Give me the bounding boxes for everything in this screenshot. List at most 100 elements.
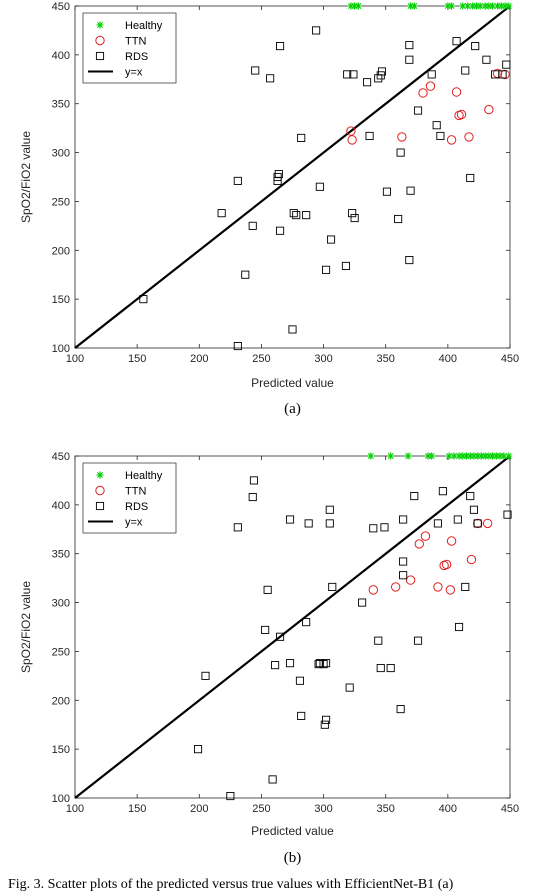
y-tick-label: 400 [52,500,70,512]
rds-point [471,42,480,51]
ttn-point [451,87,462,97]
rds-point [502,60,511,69]
rds-point [382,187,392,196]
ttn-point [472,518,483,529]
ttn-point [346,126,356,136]
rds-point [396,148,405,157]
healthy-point [493,2,502,10]
rds-point [322,265,331,274]
healthy-point [455,452,463,460]
rds-point [266,74,275,83]
rds-point [436,131,445,141]
rds-point [405,41,414,50]
healthy-point [485,452,493,460]
rds-point [341,261,350,270]
rds-point [369,524,378,533]
rds-point [276,42,285,51]
rds-point [276,226,285,235]
healthy-point [447,2,456,10]
rds-point [405,256,414,265]
rds-point [248,221,257,230]
healthy-point [351,2,359,10]
ttn-point [418,88,428,98]
rds-point [251,66,260,75]
ttn-point [484,104,494,115]
healthy-point [489,452,497,460]
rds-point [263,585,272,594]
healthy-point [505,452,513,460]
x-tick-label: 200 [190,353,208,365]
x-tick-label: 250 [252,803,270,815]
ttn-point [446,135,457,145]
rds-point [405,55,414,64]
rds-point [139,295,148,304]
rds-point [285,515,295,524]
ttn-point [405,575,416,585]
y-tick-label: 300 [52,598,70,610]
healthy-point [505,2,513,10]
rds-point [249,476,259,485]
legend-label: y=x [125,67,143,79]
x-tick-label: 300 [314,803,332,815]
healthy-point [481,452,489,460]
ttn-point [347,135,357,145]
rds-point [274,170,283,179]
rds-point [304,519,313,528]
legend-label: RDS [125,51,148,63]
rds-point [427,70,436,79]
healthy-point [424,452,432,460]
y-tick-label: 200 [52,245,70,257]
series-healthy [367,452,513,460]
healthy-point [469,2,477,10]
healthy-point [485,2,493,10]
rds-point [348,209,357,218]
ttn-point [456,109,467,120]
rds-point [453,515,462,524]
y-axis-title: SpO2/FiO2 value [19,581,33,673]
legend-label: y=x [125,517,143,529]
rds-point [345,683,354,692]
rds-point [410,492,419,501]
x-tick-label: 150 [128,353,146,365]
ttn-point [441,559,452,570]
legend-label: TTN [125,36,146,48]
rds-point [248,492,257,502]
y-tick-label: 250 [52,196,70,208]
rds-point [358,598,367,607]
legend-star-swatch [96,21,104,29]
rds-point [461,582,470,591]
rds-point [406,186,415,195]
x-tick-label: 250 [252,353,270,365]
rds-point [261,625,270,634]
healthy-point [354,2,362,10]
legend-square-swatch [95,501,105,511]
rds-point [349,70,358,79]
healthy-point [445,452,453,460]
rds-point [328,582,337,591]
identity-line [74,5,511,349]
x-axis-title: Predicted value [251,824,334,838]
x-tick-label: 450 [501,353,519,365]
rds-point [322,659,331,668]
rds-point [241,270,250,279]
rds-point [413,636,423,645]
ttn-point [446,536,457,546]
rds-point [482,55,491,64]
rds-point [271,661,280,670]
chart-panel-b: 100 150 200 250 300 350 400 450 100 150 200 250 300 3… [19,451,519,866]
y-tick-label: 400 [52,50,70,62]
x-tick-label: 100 [66,353,84,365]
x-tick-label: 200 [190,803,208,815]
identity-line [74,455,511,799]
x-tick-label: 150 [128,803,146,815]
rds-point [297,711,306,720]
healthy-point [367,452,375,460]
y-tick-label: 200 [52,695,70,707]
healthy-point [406,2,415,10]
y-tick-label: 250 [52,646,70,658]
y-tick-label: 350 [52,549,70,561]
rds-point [276,632,285,641]
legend-label: TTN [125,486,146,498]
y-tick-label: 100 [52,343,70,355]
legend: Healthy TTN RDS y=x [82,12,177,84]
